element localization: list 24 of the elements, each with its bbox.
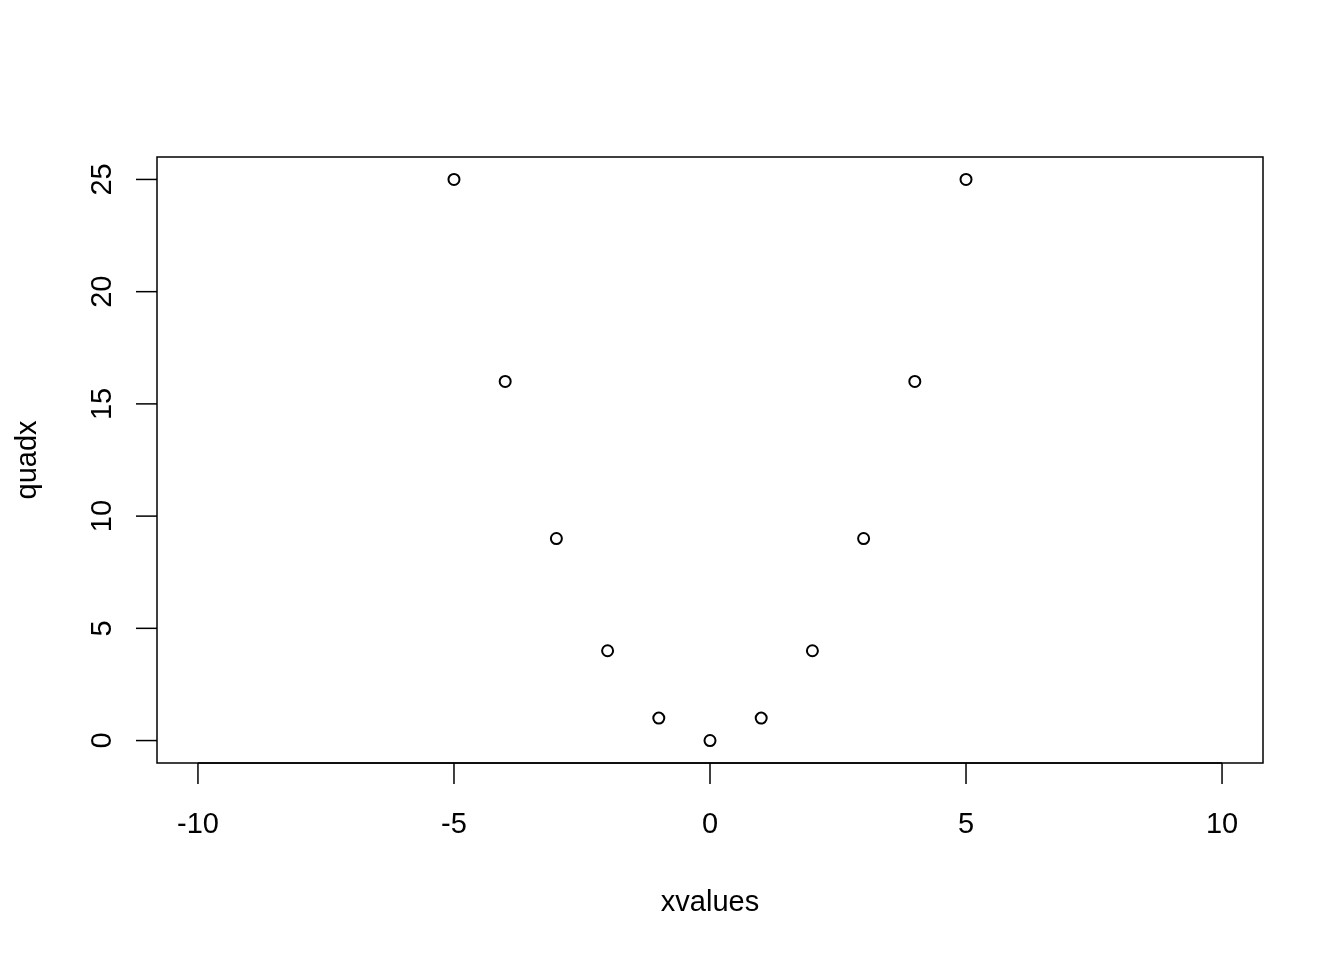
y-tick-label: 15 [85,387,117,421]
point [447,172,461,186]
y-tick-label: 0 [85,732,117,749]
point [908,374,922,388]
point [703,734,717,748]
x-tick-label: 0 [701,807,719,839]
x-tick-label: 10 [1205,807,1239,839]
y-tick-label: 25 [85,163,117,196]
point [498,374,512,388]
x-axis-title: xvalues [660,885,760,917]
point [652,711,666,725]
x-tick-label: 5 [957,807,975,839]
point [959,172,973,186]
point [754,711,768,725]
y-tick-label: 5 [85,620,117,637]
point [805,644,819,658]
y-tick-label: 20 [85,275,117,308]
x-tick-label: -10 [177,807,219,839]
point [601,644,615,658]
point [549,532,563,546]
y-tick-label: 10 [85,499,117,533]
x-tick-label: -5 [441,807,467,839]
y-axis-title: quadx [10,419,42,500]
point [857,532,871,546]
